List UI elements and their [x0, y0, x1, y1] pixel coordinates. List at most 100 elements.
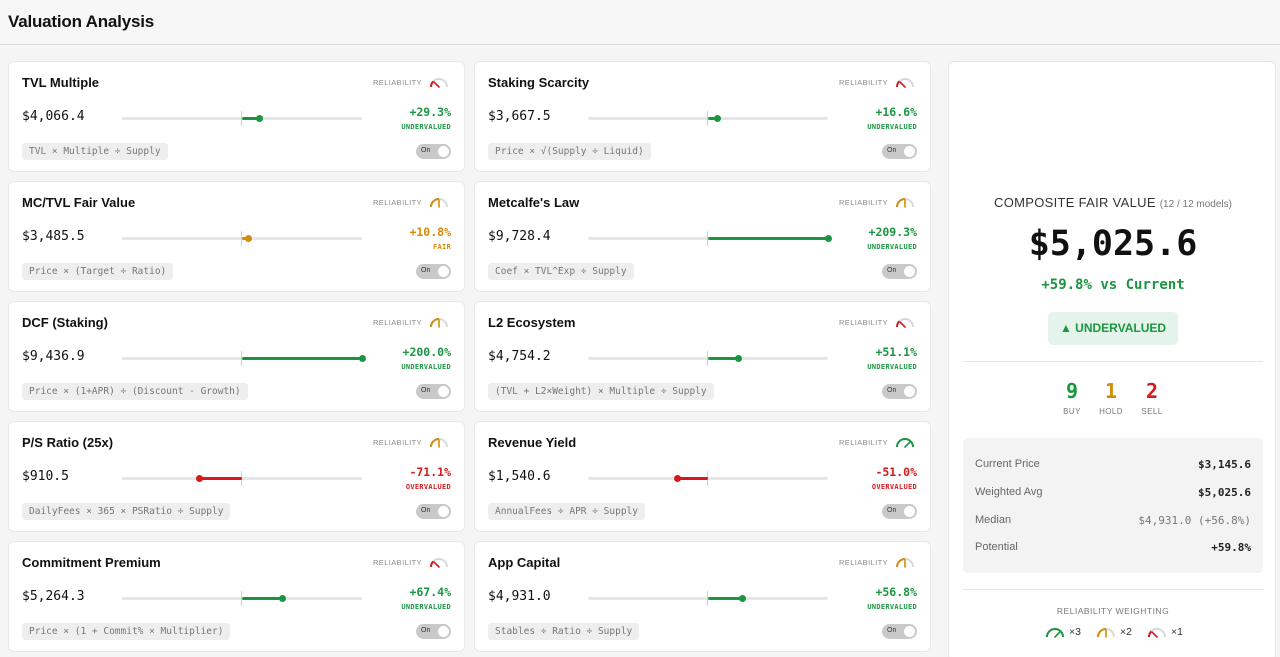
model-status: OVERVALUED — [871, 483, 917, 491]
center-tick — [241, 351, 242, 366]
deviation-marker — [244, 235, 252, 242]
model-fair-value: $1,540.6 — [488, 469, 551, 484]
model-formula: AnnualFees ÷ APR ÷ Supply — [488, 503, 645, 520]
model-card: Revenue Yield RELIABILITY $1,540.6 -51.0… — [474, 421, 931, 532]
gauge-low-icon — [896, 78, 914, 88]
deviation-bar — [122, 591, 362, 606]
stat-weighted-avg: Weighted Avg $5,025.6 — [975, 486, 1251, 502]
model-fair-value: $910.5 — [22, 469, 69, 484]
deviation-bar — [122, 111, 362, 126]
deviation-fill — [199, 477, 242, 480]
model-formula: Coef × TVL^Exp ÷ Supply — [488, 263, 634, 280]
model-toggle[interactable]: On — [416, 264, 451, 279]
model-card: MC/TVL Fair Value RELIABILITY $3,485.5 +… — [8, 181, 465, 292]
deviation-marker — [358, 355, 366, 362]
toggle-knob — [904, 266, 915, 277]
vote-sell-count: 2 — [1145, 379, 1159, 403]
model-toggle[interactable]: On — [882, 384, 917, 399]
deviation-marker — [256, 115, 264, 122]
model-status: UNDERVALUED — [401, 603, 451, 611]
model-card: L2 Ecosystem RELIABILITY $4,754.2 +51.1%… — [474, 301, 931, 412]
center-tick — [707, 351, 708, 366]
toggle-label: On — [887, 627, 897, 634]
weight-medium-label: ×2 — [1120, 626, 1132, 638]
center-tick — [707, 231, 708, 246]
deviation-marker — [673, 475, 681, 482]
composite-value: $5,025.6 — [1028, 224, 1198, 264]
model-toggle[interactable]: On — [416, 624, 451, 639]
toggle-knob — [438, 626, 449, 637]
model-formula: TVL × Multiple ÷ Supply — [22, 143, 168, 160]
deviation-marker — [735, 355, 743, 362]
gauge-high-icon — [1046, 628, 1064, 638]
toggle-knob — [438, 146, 449, 157]
model-toggle[interactable]: On — [882, 144, 917, 159]
model-status: FAIR — [432, 243, 451, 251]
model-change: +29.3% — [409, 105, 451, 119]
toggle-knob — [904, 146, 915, 157]
center-tick — [241, 111, 242, 126]
model-change: -71.1% — [409, 465, 451, 479]
weight-high-label: ×3 — [1069, 626, 1081, 638]
model-name: Revenue Yield — [488, 435, 577, 450]
vote-hold-label: HOLD — [1099, 407, 1123, 416]
deviation-marker — [738, 595, 746, 602]
composite-change: +59.8% vs Current — [1041, 277, 1185, 293]
model-card: P/S Ratio (25x) RELIABILITY $910.5 -71.1… — [8, 421, 465, 532]
model-toggle[interactable]: On — [416, 384, 451, 399]
stat-value: +59.8% — [1211, 541, 1251, 554]
model-name: Commitment Premium — [22, 555, 161, 570]
gauge-low-icon — [430, 558, 448, 568]
model-status: UNDERVALUED — [401, 123, 451, 131]
model-toggle[interactable]: On — [882, 264, 917, 279]
gauge-medium-icon — [896, 558, 914, 568]
vote-sell: 2 SELL — [1127, 379, 1177, 416]
reliability-label: RELIABILITY — [838, 318, 888, 327]
model-fair-value: $9,728.4 — [488, 229, 551, 244]
gauge-medium-icon — [430, 438, 448, 448]
deviation-fill — [708, 237, 828, 240]
deviation-fill — [677, 477, 708, 480]
toggle-label: On — [421, 267, 431, 274]
stats-box: Current Price $3,145.6 Weighted Avg $5,0… — [963, 438, 1263, 573]
weight-low: ×1 — [1146, 625, 1196, 639]
model-toggle[interactable]: On — [416, 144, 451, 159]
reliability-label: RELIABILITY — [372, 558, 422, 567]
toggle-knob — [438, 386, 449, 397]
deviation-marker — [278, 595, 286, 602]
reliability-label: RELIABILITY — [372, 318, 422, 327]
toggle-label: On — [887, 147, 897, 154]
stat-label: Median — [975, 514, 1012, 526]
toggle-label: On — [887, 267, 897, 274]
model-status: UNDERVALUED — [867, 603, 917, 611]
toggle-label: On — [421, 627, 431, 634]
model-fair-value: $5,264.3 — [22, 589, 85, 604]
reliability-weighting-legend: ×3 ×2 ×1 — [1044, 625, 1194, 639]
vote-buy: 9 BUY — [1047, 379, 1097, 416]
deviation-marker — [714, 115, 722, 122]
deviation-bar — [588, 471, 828, 486]
deviation-bar — [588, 231, 832, 246]
model-toggle[interactable]: On — [882, 504, 917, 519]
weight-low-label: ×1 — [1171, 626, 1183, 638]
composite-title-text: COMPOSITE FAIR VALUE — [994, 195, 1156, 210]
deviation-fill — [708, 357, 739, 360]
model-change: -51.0% — [875, 465, 917, 479]
divider — [963, 589, 1263, 590]
stat-potential: Potential +59.8% — [975, 541, 1251, 557]
model-formula: Stables ÷ Ratio ÷ Supply — [488, 623, 640, 640]
reliability-label: RELIABILITY — [372, 78, 422, 87]
model-fair-value: $9,436.9 — [22, 349, 85, 364]
model-name: Metcalfe's Law — [488, 195, 580, 210]
model-name: DCF (Staking) — [22, 315, 108, 330]
deviation-bar — [588, 351, 828, 366]
weight-high: ×3 — [1044, 625, 1094, 639]
model-change: +51.1% — [875, 345, 917, 359]
deviation-bar — [122, 351, 366, 366]
model-card: Staking Scarcity RELIABILITY $3,667.5 +1… — [474, 61, 931, 172]
model-toggle[interactable]: On — [416, 504, 451, 519]
model-fair-value: $4,754.2 — [488, 349, 551, 364]
model-card: TVL Multiple RELIABILITY $4,066.4 +29.3%… — [8, 61, 465, 172]
model-toggle[interactable]: On — [882, 624, 917, 639]
toggle-knob — [438, 266, 449, 277]
